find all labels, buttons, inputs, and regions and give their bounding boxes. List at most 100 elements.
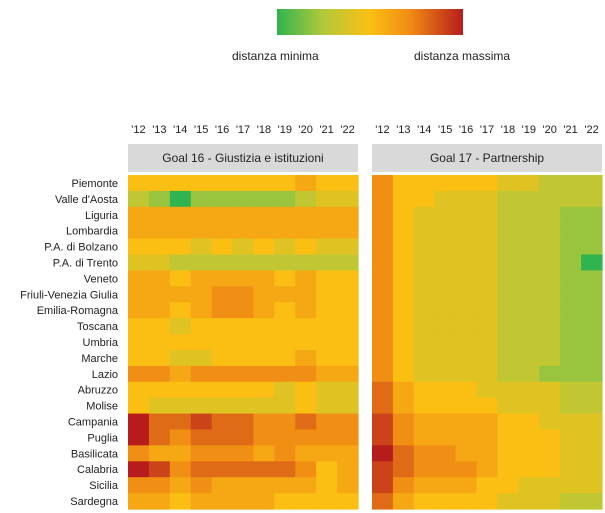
heatmap-cell [232,445,255,462]
panel-title: Goal 17 - Partnership [430,151,544,165]
heatmap-cell [128,381,150,399]
heatmap-cell [560,222,582,240]
heatmap-cell [413,349,436,367]
heatmap-cell [274,445,296,462]
heatmap-cell [372,206,394,224]
heatmap-cell [169,397,192,415]
heatmap-cell [413,206,436,224]
heatmap-cell [581,254,603,272]
heatmap-cell [539,334,561,351]
region-label: P.A. di Trento [53,257,118,269]
heatmap-cell [274,413,296,431]
heatmap-cell [539,397,561,415]
heatmap-cell [539,477,561,494]
heatmap-cell [560,286,582,303]
year-tick-label: '21 [319,124,333,136]
heatmap-cell [316,334,338,351]
heatmap-cell [455,206,478,224]
heatmap-cell [337,238,359,256]
heatmap-cell [539,238,561,256]
region-label: Campania [68,417,119,429]
heatmap-cell [232,461,255,478]
heatmap-cell [148,190,171,208]
heatmap-cell [392,493,415,510]
heatmap-cell [169,381,192,399]
region-label: Marche [81,353,118,365]
heatmap-cell [476,222,499,240]
heatmap-cell [169,461,192,478]
heatmap-cell [128,334,150,351]
heatmap-cell [169,493,192,510]
heatmap-cell [148,238,171,256]
heatmap-cell [497,190,519,208]
heatmap-cell [232,206,255,224]
heatmap-cell [190,493,213,510]
heatmap-cell [253,461,275,478]
heatmap-cell [169,365,192,383]
region-label: Molise [86,401,118,413]
year-tick-label: '22 [340,124,354,136]
heatmap-cell [295,429,317,446]
heatmap-cell [190,429,213,446]
heatmap-cell [190,270,213,287]
heatmap-cell [413,334,436,351]
heatmap-cell [518,445,540,462]
heatmap-cell [413,254,436,272]
heatmap-cell [392,429,415,446]
heatmap-cell [128,222,150,240]
heatmap-cell [518,413,540,431]
heatmap-cell [232,175,255,192]
heatmap-cell [518,334,540,351]
heatmap-cell [316,493,338,510]
heatmap-cell [476,206,499,224]
color-scale-legend [277,9,463,35]
heatmap-cell [190,397,213,415]
year-tick-label: '20 [299,124,313,136]
heatmap-cell [274,175,296,192]
heatmap-cell [337,334,359,351]
heatmap-cell [190,206,213,224]
heatmap-cell [337,413,359,431]
year-tick-label: '18 [257,124,271,136]
heatmap-cell [476,413,499,431]
heatmap-cell [560,493,582,510]
year-tick-label: '16 [459,124,473,136]
heatmap-cell [518,493,540,510]
year-tick-label: '14 [173,124,187,136]
heatmap-cell [476,365,499,383]
heatmap-cell [295,413,317,431]
heatmap-cell [581,429,603,446]
heatmap-cell [211,222,234,240]
heatmap-cell [518,238,540,256]
heatmap-cell [316,286,338,303]
heatmap-cell [211,270,234,287]
region-label: Piemonte [72,178,118,190]
heatmap-cell [434,302,457,319]
region-label: Puglia [87,432,118,444]
heatmap-cell [455,334,478,351]
heatmap-cell [581,190,603,208]
heatmap-cell [295,381,317,399]
heatmap-cell [232,397,255,415]
panel-header [128,144,358,172]
heatmap-cell [274,365,296,383]
heatmap-cell [497,429,519,446]
heatmap-cell [128,349,150,367]
heatmap-cell [295,445,317,462]
heatmap-cell [316,445,338,462]
heatmap-cell [190,190,213,208]
heatmap-cell [581,286,603,303]
heatmap-cell [455,222,478,240]
heatmap-cell [434,286,457,303]
heatmap-cell [337,349,359,367]
heatmap-cell [434,413,457,431]
heatmap-cell [211,445,234,462]
heatmap-cell [295,318,317,335]
heatmap-cell [211,334,234,351]
heatmap-cell [455,318,478,335]
heatmap-cell [413,318,436,335]
heatmap-cell [190,254,213,272]
region-label: Abruzzo [78,385,118,397]
heatmap-cell [128,413,150,431]
heatmap-cell [211,397,234,415]
